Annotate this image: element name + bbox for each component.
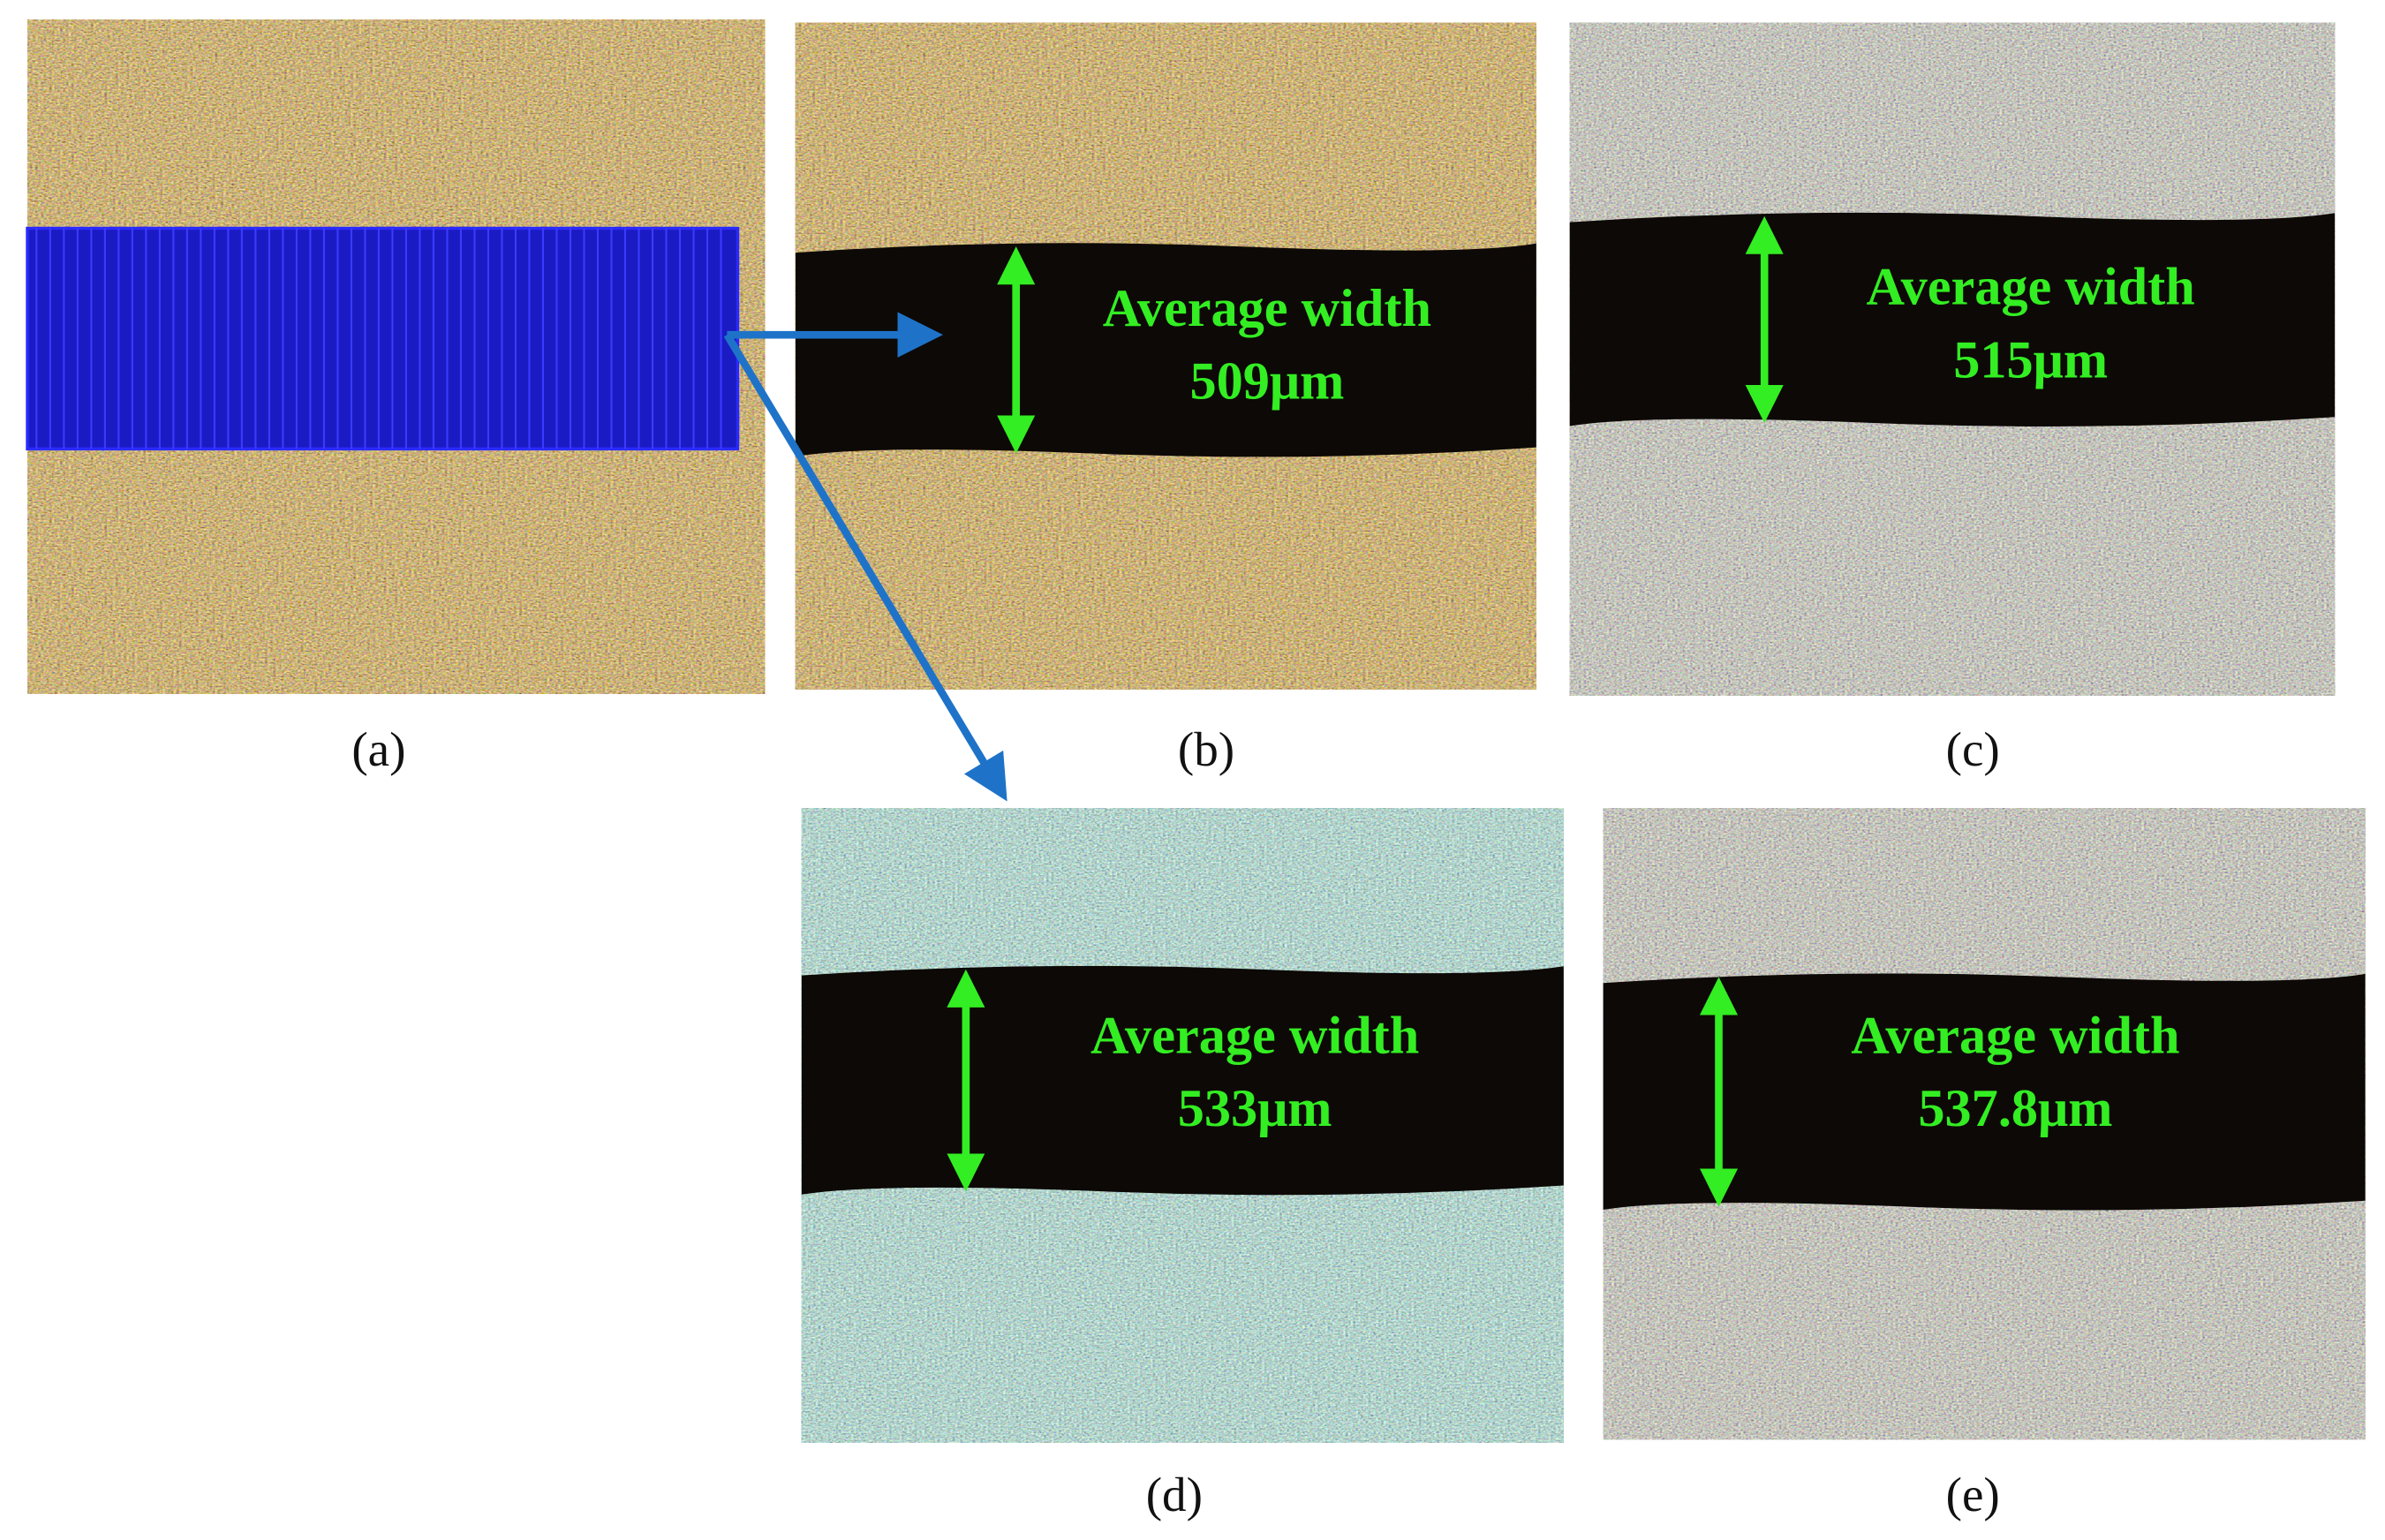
caption: Average width <box>1103 279 1431 338</box>
width-value: 537.8μm <box>1918 1079 2112 1138</box>
channel <box>801 965 1564 1196</box>
width-value: 515μm <box>1953 330 2108 389</box>
caption: Average width <box>1091 1007 1419 1066</box>
caption: Average width <box>1851 1007 2179 1066</box>
channel <box>1569 212 2336 427</box>
width-value: 533μm <box>1178 1079 1332 1138</box>
panel-label: (c) <box>1946 722 2000 776</box>
selection-band <box>26 226 740 451</box>
link-arrow <box>723 332 1008 802</box>
panel-label: (b) <box>1178 722 1234 776</box>
channel <box>1603 973 2366 1211</box>
panel-label: (d) <box>1146 1468 1203 1521</box>
channel <box>795 243 1536 457</box>
panel-label: (a) <box>351 722 405 776</box>
caption: Average width <box>1867 258 2195 317</box>
panel-label: (e) <box>1946 1468 2000 1521</box>
panels: Average width 509μm Average width 515μm Aver… <box>26 19 2366 1444</box>
labels: (a) (b) (c) (d) (e) <box>351 722 1999 1521</box>
width-value: 509μm <box>1189 351 1344 411</box>
